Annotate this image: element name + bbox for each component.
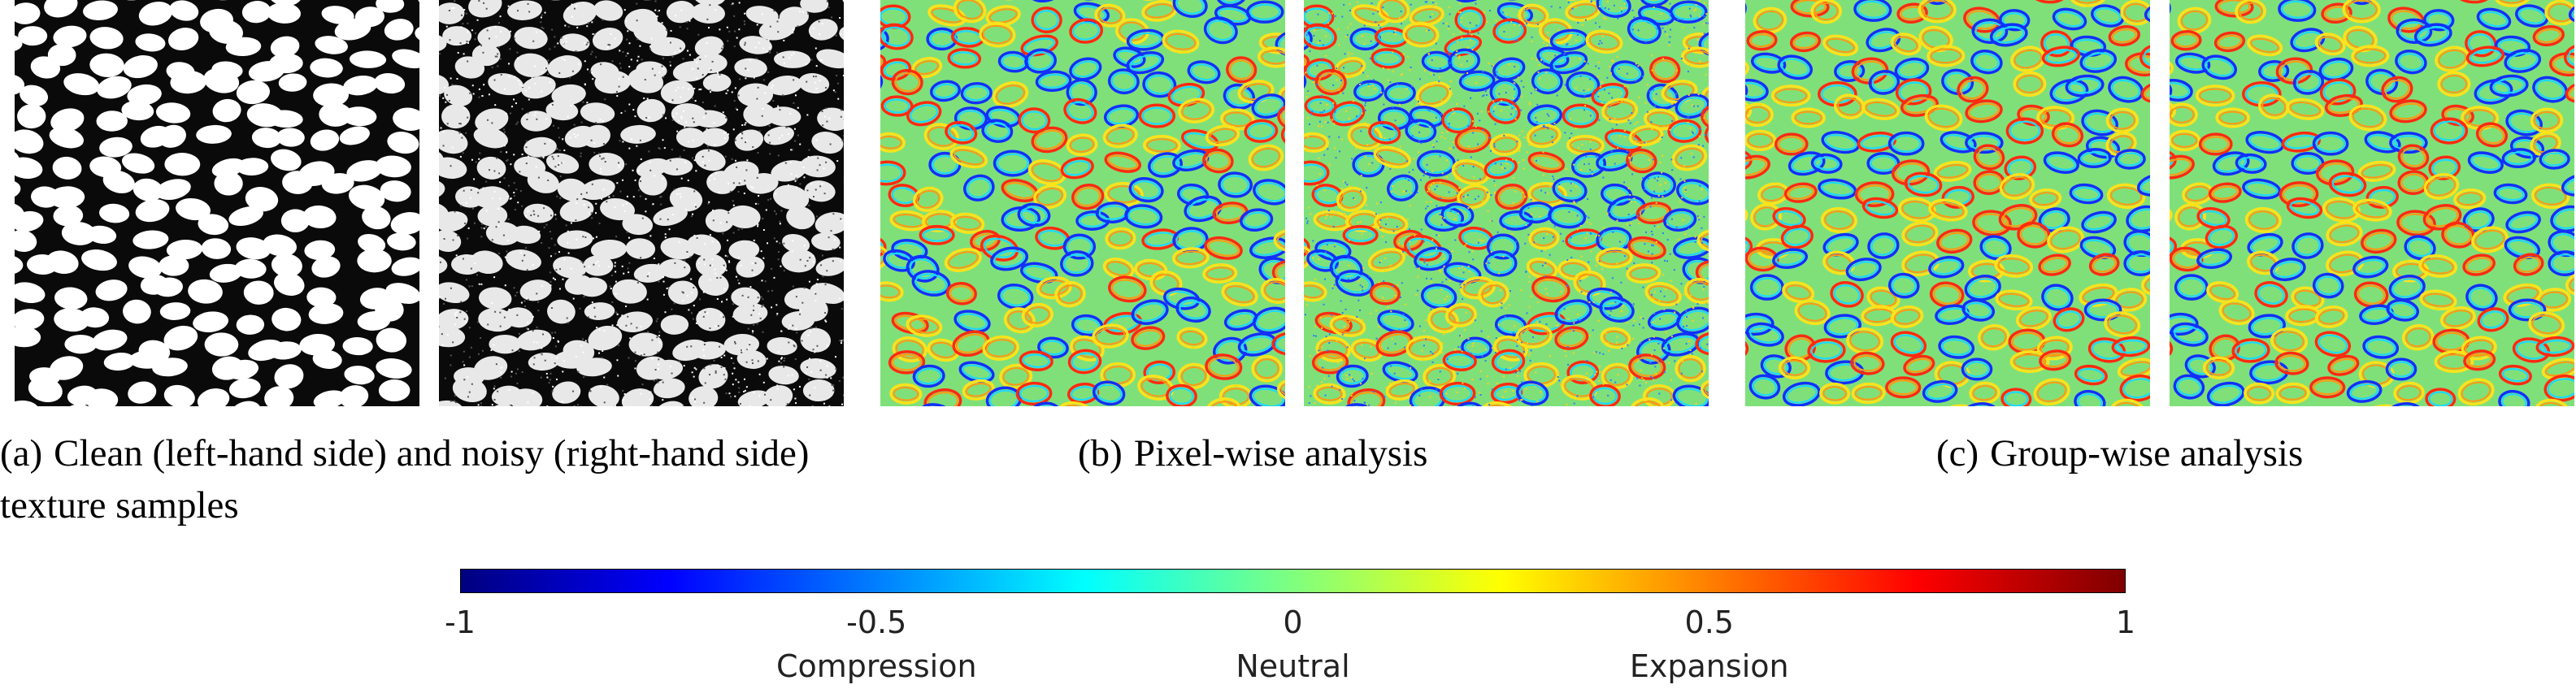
- colorbar: -1 -0.5 0 0.5 1 Compression Neutral Expa…: [445, 569, 2135, 689]
- caption-c-tag: (c): [1936, 432, 1979, 474]
- caption-c-text: Group-wise analysis: [1990, 432, 2304, 474]
- caption-a-tag: (a): [0, 432, 43, 474]
- colorbar-tick-label: -0.5: [846, 604, 907, 640]
- colorbar-tick-label: 0.5: [1684, 604, 1734, 640]
- colorbar-region-compression: Compression: [775, 648, 977, 684]
- caption-a-text: Clean (left-hand side) and noisy (right-…: [0, 432, 810, 526]
- caption-c: (c) Group-wise analysis: [1936, 427, 2303, 479]
- colorbar-tick-label: -1: [445, 604, 476, 640]
- colorbar-tick-label: 0: [1283, 604, 1303, 640]
- group-wise-map-noisy: [2170, 0, 2574, 406]
- texture-clean-image: [15, 0, 419, 406]
- colorbar-gradient: [460, 569, 2126, 593]
- colorbar-tick-label: 1: [2115, 604, 2136, 640]
- colorbar-region-neutral: Neutral: [1236, 648, 1350, 684]
- caption-b: (b) Pixel-wise analysis: [1078, 427, 1427, 479]
- pixel-wise-map-clean: [880, 0, 1285, 406]
- caption-b-text: Pixel-wise analysis: [1133, 432, 1428, 474]
- caption-a: (a) Clean (left-hand side) and noisy (rig…: [0, 427, 849, 531]
- pixel-wise-map-noisy: [1304, 0, 1709, 406]
- texture-noisy-image: [439, 0, 844, 406]
- colorbar-region-expansion: Expansion: [1629, 648, 1789, 684]
- caption-b-tag: (b): [1078, 432, 1123, 474]
- group-wise-map-clean: [1745, 0, 2150, 406]
